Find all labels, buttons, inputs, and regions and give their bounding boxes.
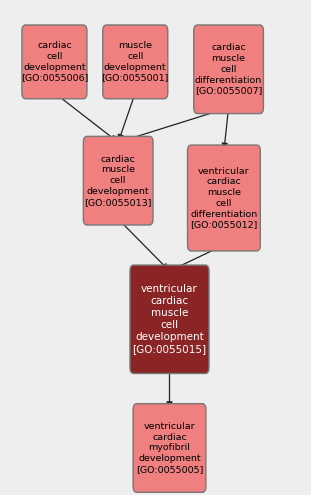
FancyBboxPatch shape xyxy=(83,137,153,225)
FancyBboxPatch shape xyxy=(130,265,209,374)
Text: cardiac
cell
development
[GO:0055006]: cardiac cell development [GO:0055006] xyxy=(21,41,88,83)
Text: ventricular
cardiac
muscle
cell
differentiation
[GO:0055012]: ventricular cardiac muscle cell differen… xyxy=(190,167,258,229)
Text: ventricular
cardiac
myofibril
development
[GO:0055005]: ventricular cardiac myofibril developmen… xyxy=(136,422,203,474)
FancyBboxPatch shape xyxy=(22,25,87,99)
Text: muscle
cell
development
[GO:0055001]: muscle cell development [GO:0055001] xyxy=(102,41,169,83)
FancyBboxPatch shape xyxy=(188,145,260,251)
FancyBboxPatch shape xyxy=(133,404,206,492)
Text: ventricular
cardiac
muscle
cell
development
[GO:0055015]: ventricular cardiac muscle cell developm… xyxy=(132,284,207,354)
FancyBboxPatch shape xyxy=(194,25,263,114)
FancyBboxPatch shape xyxy=(103,25,168,99)
Text: cardiac
muscle
cell
differentiation
[GO:0055007]: cardiac muscle cell differentiation [GO:… xyxy=(195,43,262,96)
Text: cardiac
muscle
cell
development
[GO:0055013]: cardiac muscle cell development [GO:0055… xyxy=(84,154,152,207)
